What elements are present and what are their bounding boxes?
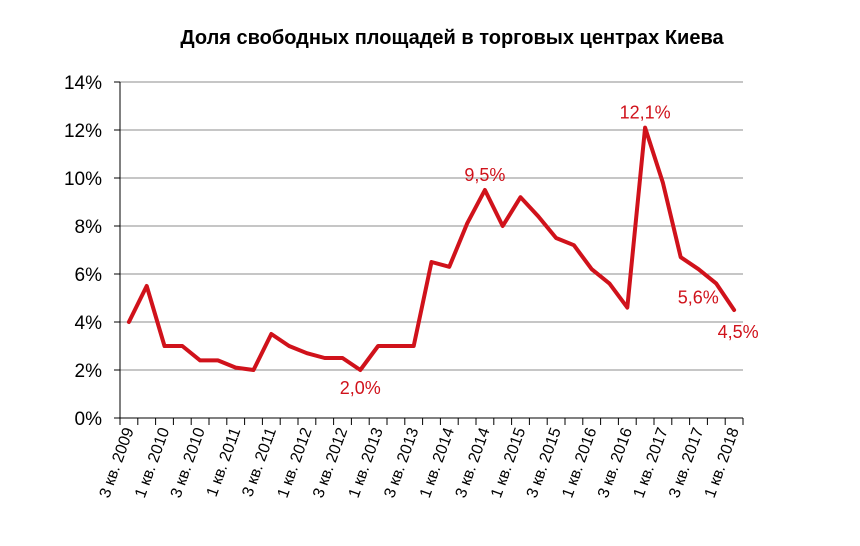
data-point [661,181,665,185]
y-tick-label: 2% [75,361,103,382]
x-tick-label: 3 кв. 2015 [524,425,565,500]
y-tick-label: 6% [75,265,103,286]
data-point [590,267,594,271]
data-point [234,366,238,370]
data-point [679,255,683,259]
data-point [269,332,273,336]
x-tick-label: 3 кв. 2011 [239,425,280,499]
data-point [554,236,558,240]
x-tick-label: 1 кв. 2016 [559,425,600,500]
data-label: 4,5% [718,322,759,342]
data-point [483,188,487,192]
data-point [341,356,344,360]
data-point [412,344,416,348]
data-point [465,222,469,226]
y-tick-label: 14% [64,73,102,94]
data-label: 5,6% [678,288,719,308]
data-point [643,126,647,130]
data-point [216,358,220,362]
data-label: 12,1% [620,103,671,123]
data-point [287,344,291,348]
data-point [732,308,736,312]
data-point [572,243,576,247]
x-tick-label: 3 кв. 2012 [310,425,351,500]
data-labels: 2,0% 9,5% 12,1% 5,6% 4,5% [340,103,759,398]
data-point [536,214,540,218]
data-point [376,344,380,348]
chart-title: Доля свободных площадей в торговых центр… [180,27,724,49]
x-tick-label: 1 кв. 2010 [132,425,173,500]
data-point [305,351,309,355]
series-line [126,125,737,372]
x-tick-label: 1 кв. 2017 [631,425,672,500]
data-label: 2,0% [340,378,381,398]
data-point [608,282,611,286]
data-point [323,356,327,360]
x-tick-label: 1 кв. 2018 [702,425,743,500]
data-point [127,320,131,324]
data-point [447,265,451,269]
series-vacancy-rate [126,125,737,372]
x-tick-label: 3 кв. 2013 [381,425,422,500]
data-point [180,344,184,348]
data-point [394,344,398,348]
data-point [501,224,505,228]
data-point [252,368,255,372]
x-tick-label: 1 кв. 2013 [346,425,387,500]
data-point [714,282,718,286]
x-tick-label: 3 кв. 2010 [168,425,209,500]
gridlines [120,81,743,371]
data-point [145,284,149,288]
data-label: 9,5% [464,165,505,185]
x-tick-label: 3 кв. 2017 [666,425,707,500]
y-tick-label: 4% [75,313,103,334]
x-tick-label: 3 кв. 2014 [453,425,494,500]
data-point [358,368,362,372]
y-tick-label: 0% [75,409,103,430]
data-point [697,267,700,271]
x-tick-label: 3 кв. 2009 [97,425,138,500]
data-point [198,358,202,362]
x-tick-label: 1 кв. 2011 [204,425,245,499]
x-tick-label: 1 кв. 2015 [488,425,529,500]
y-tick-label: 8% [75,217,103,238]
x-tick-label: 1 кв. 2012 [275,425,316,500]
x-tick-label: 3 кв. 2016 [595,425,636,500]
data-point [625,306,629,310]
axes [114,81,744,425]
data-point [430,260,433,264]
data-point [163,344,166,348]
x-tick-label: 1 кв. 2014 [417,425,458,500]
y-tick-label: 12% [64,121,102,142]
y-axis-tick-labels: 0% 2% 4% 6% 8% 10% 12% 14% [64,73,102,430]
y-tick-label: 10% [64,169,102,190]
data-point [519,195,522,199]
